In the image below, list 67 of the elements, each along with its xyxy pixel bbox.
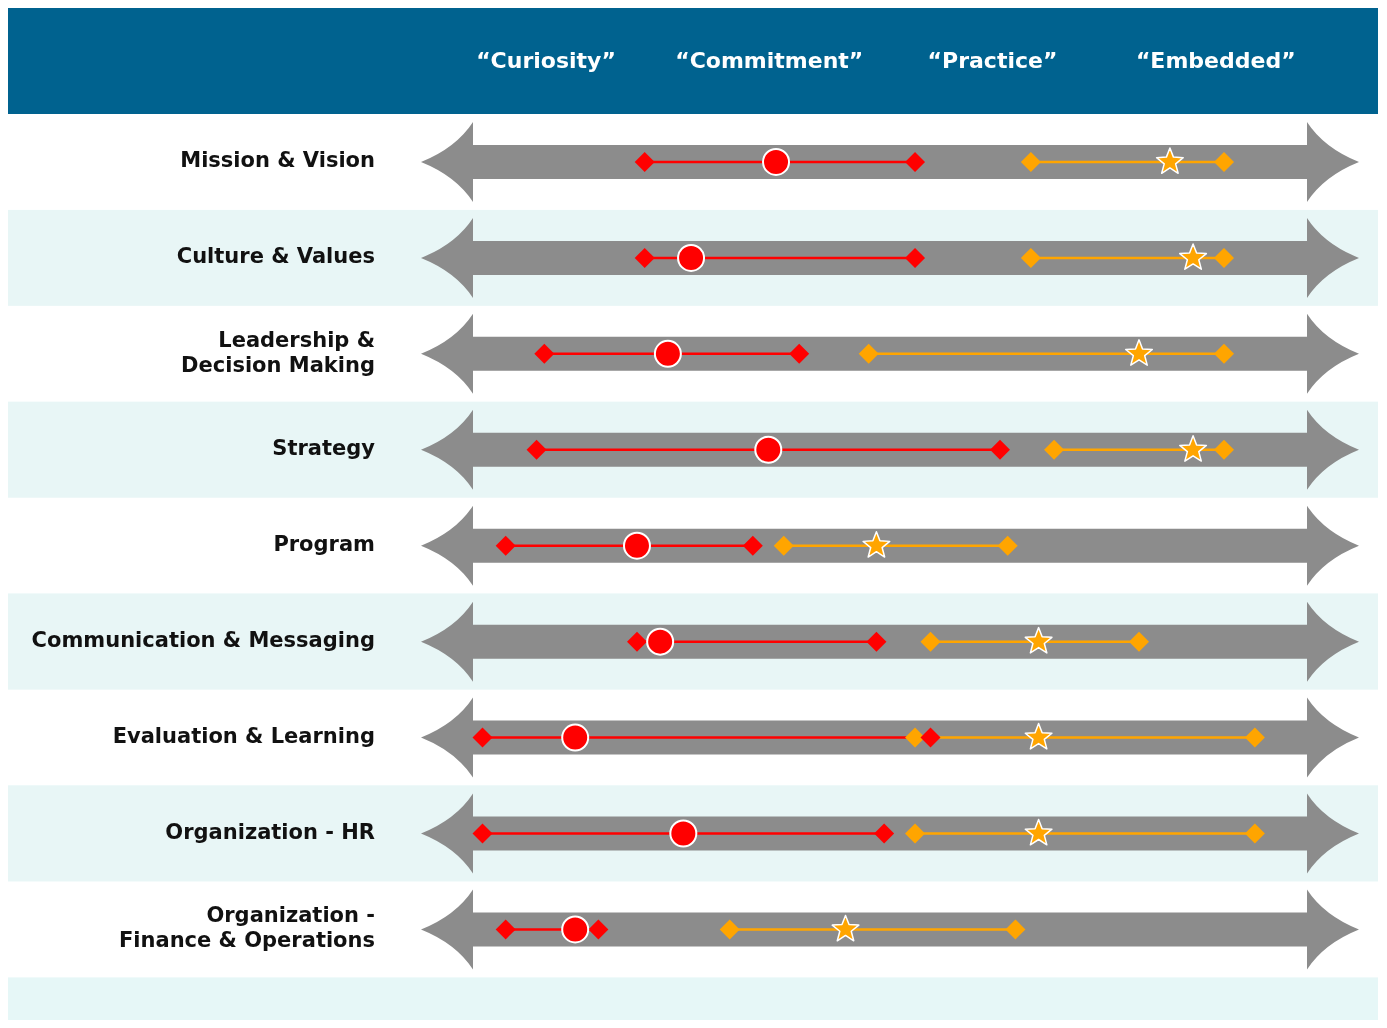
point bbox=[789, 343, 810, 364]
point bbox=[1155, 147, 1184, 175]
point bbox=[1020, 247, 1041, 268]
point bbox=[1213, 343, 1234, 364]
point bbox=[495, 535, 516, 556]
text: “Practice” bbox=[926, 47, 1059, 75]
point bbox=[874, 823, 895, 844]
y-tick-label: Evaluation & Learning bbox=[112, 724, 375, 749]
point bbox=[719, 919, 740, 940]
point bbox=[762, 147, 791, 176]
text: “Curiosity” bbox=[475, 47, 617, 75]
point bbox=[905, 823, 926, 844]
y-tick-label: Leadership & Decision Making bbox=[181, 327, 375, 377]
point bbox=[858, 343, 879, 364]
point bbox=[1179, 435, 1208, 462]
text: “Embedded” bbox=[1134, 47, 1297, 75]
point bbox=[1024, 818, 1053, 846]
point bbox=[1044, 439, 1065, 460]
point bbox=[472, 823, 493, 844]
point bbox=[831, 914, 860, 942]
point bbox=[646, 627, 675, 656]
point bbox=[1213, 439, 1234, 460]
point bbox=[1244, 823, 1265, 844]
point bbox=[1213, 151, 1234, 172]
point bbox=[677, 243, 706, 272]
point bbox=[1129, 631, 1150, 652]
point bbox=[1005, 919, 1026, 940]
point bbox=[920, 727, 941, 748]
point bbox=[905, 151, 926, 172]
y-tick-label: Communication & Messaging bbox=[31, 628, 375, 653]
y-tick-label: Program bbox=[273, 532, 375, 557]
point bbox=[1244, 727, 1265, 748]
y-tick-label: Mission & Vision bbox=[180, 148, 375, 173]
point bbox=[1024, 626, 1053, 654]
y-tick-label: Culture & Values bbox=[176, 244, 375, 269]
y-tick-label: Organization - Finance & Operations bbox=[118, 903, 375, 953]
point bbox=[742, 535, 763, 556]
point bbox=[561, 723, 590, 752]
point bbox=[862, 530, 891, 558]
point bbox=[653, 339, 682, 368]
point bbox=[905, 727, 926, 748]
y-tick-label: Organization - HR bbox=[165, 819, 375, 844]
point bbox=[472, 727, 493, 748]
point bbox=[920, 631, 941, 652]
point bbox=[773, 535, 794, 556]
point bbox=[561, 915, 590, 944]
point bbox=[1024, 722, 1053, 750]
point bbox=[754, 435, 783, 464]
point bbox=[495, 919, 516, 940]
point bbox=[588, 919, 609, 940]
point bbox=[905, 247, 926, 268]
point bbox=[1179, 243, 1208, 270]
point bbox=[1124, 339, 1154, 366]
point bbox=[1213, 247, 1234, 268]
point bbox=[1020, 151, 1041, 172]
text: “Commitment” bbox=[674, 47, 865, 75]
point bbox=[534, 343, 555, 364]
point bbox=[634, 247, 655, 268]
point bbox=[626, 631, 647, 652]
point bbox=[526, 439, 547, 460]
point bbox=[866, 631, 887, 652]
point bbox=[634, 151, 655, 172]
point bbox=[622, 531, 651, 560]
point bbox=[669, 819, 698, 848]
point bbox=[997, 535, 1018, 556]
point bbox=[989, 439, 1010, 460]
y-tick-label: Strategy bbox=[272, 436, 376, 461]
